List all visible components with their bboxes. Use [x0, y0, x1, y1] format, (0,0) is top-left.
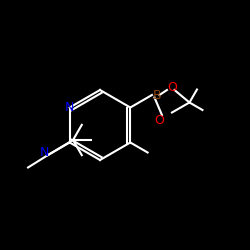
Text: N: N — [65, 101, 74, 114]
Text: O: O — [154, 114, 164, 126]
Text: O: O — [167, 81, 177, 94]
Text: N: N — [40, 146, 49, 159]
Text: B: B — [153, 88, 161, 102]
